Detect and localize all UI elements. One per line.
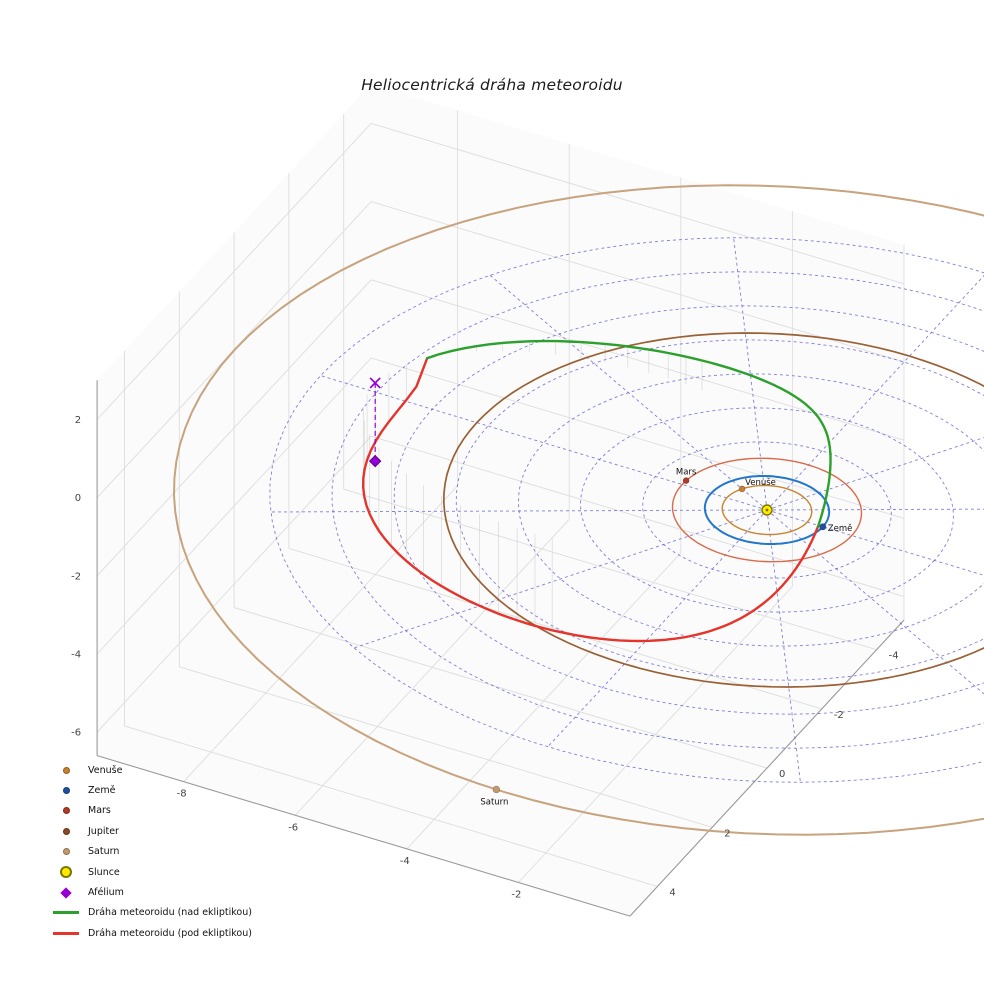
grid-wall-back-h xyxy=(370,435,905,598)
legend-item: Jupiter xyxy=(50,821,252,841)
x-tick-label: -4 xyxy=(400,856,410,867)
grid-wall-back-h xyxy=(370,122,905,285)
z-tick-label: 0 xyxy=(75,493,81,504)
legend-item: Venuše xyxy=(50,760,252,780)
grid-wall-left-h xyxy=(96,357,372,655)
ecliptic-grid-spoke xyxy=(353,509,768,649)
planet-dot-venuše xyxy=(738,485,746,493)
planet-orbits xyxy=(172,184,984,836)
planet-label-mars: Mars xyxy=(676,468,697,478)
orbit-mars xyxy=(671,457,863,563)
grid-floor-y xyxy=(233,607,768,769)
legend-item-label: Saturn xyxy=(88,846,120,858)
sun-marker xyxy=(761,504,773,516)
x-tick-label: -6 xyxy=(288,822,298,833)
tick-labels: -8 -6 -4 -2 -4 -2 0 2 4 2 0 -2 -4 -6 xyxy=(71,415,898,901)
aphelion-group xyxy=(368,377,382,468)
chart-title: Heliocentrická dráha meteoroidu xyxy=(361,76,623,94)
legend-item: Mars xyxy=(50,801,252,821)
legend: Venuše Země Mars Jupiter Saturn Slunce Afélium… xyxy=(50,760,252,944)
legend-marker-dot-icon xyxy=(50,827,82,835)
grid-wall-left-h xyxy=(96,435,372,733)
trajectory-below-ecliptic xyxy=(361,357,820,643)
legend-marker-dot-icon xyxy=(50,766,82,774)
planet-dot-mars xyxy=(682,477,690,484)
ecliptic-grid-circle xyxy=(455,339,984,681)
z-tick-label: -4 xyxy=(71,650,81,661)
orbit-země xyxy=(703,475,831,545)
planet-dot-země xyxy=(819,523,827,531)
legend-marker-dot-icon xyxy=(50,807,82,815)
orbit-venuše xyxy=(721,484,813,536)
x-tick-label: -2 xyxy=(511,890,521,901)
orbit-saturn xyxy=(172,184,984,836)
planet-label-země: Země xyxy=(828,524,853,534)
legend-item-label: Dráha meteoroidu (nad ekliptikou) xyxy=(88,907,252,919)
planet-label-venuše: Venuše xyxy=(745,477,776,488)
ecliptic-grid-spoke xyxy=(270,509,768,513)
legend-item: Země xyxy=(50,780,252,800)
ecliptic-grid-circle xyxy=(331,271,984,749)
ecliptic-grid-circle xyxy=(518,373,984,647)
z-tick-label: 2 xyxy=(75,415,81,426)
legend-item-label: Dráha meteoroidu (pod ekliptikou) xyxy=(88,927,252,939)
grid-wall-left-h xyxy=(96,123,372,420)
y-tick-label: 2 xyxy=(724,828,730,839)
y-tick-label: -4 xyxy=(889,651,899,662)
x-axis-line xyxy=(96,755,631,917)
y-tick-label: 4 xyxy=(669,888,675,899)
legend-item: Dráha meteoroidu (pod ekliptikou) xyxy=(50,923,252,943)
legend-item: Dráha meteoroidu (nad ekliptikou) xyxy=(50,903,252,923)
legend-item: Afélium xyxy=(50,882,252,902)
planet-label-saturn: Saturn xyxy=(480,798,508,808)
sun-icon xyxy=(765,508,769,512)
grid-floor-y xyxy=(288,547,822,710)
x-tick-label: -8 xyxy=(177,789,187,800)
axes-edges xyxy=(96,380,905,917)
legend-marker-dot-icon xyxy=(50,848,82,856)
legend-marker-diamond-icon xyxy=(50,886,82,899)
ecliptic-grid-circle xyxy=(269,237,984,783)
legend-item-label: Afélium xyxy=(88,887,124,899)
z-tick-label: -6 xyxy=(71,728,81,739)
legend-item-label: Mars xyxy=(88,805,111,817)
grid-wall-left-h xyxy=(96,279,372,577)
planet-dot-saturn xyxy=(492,785,501,794)
meteoroid-trajectory xyxy=(361,339,832,643)
y-axis-line xyxy=(629,619,905,917)
z-tick-label: -2 xyxy=(71,571,81,582)
aphelion-projection-x-icon xyxy=(369,377,381,389)
planet-markers: Venuše Země Mars Saturn xyxy=(480,468,853,808)
ecliptic-grid-spoke xyxy=(766,437,984,511)
aphelion-diamond-icon xyxy=(368,454,382,468)
y-tick-label: -2 xyxy=(834,710,844,721)
grid-floor-y xyxy=(124,725,658,887)
legend-marker-line-icon xyxy=(50,911,82,915)
legend-item-label: Jupiter xyxy=(88,825,119,837)
grid-wall-back-h xyxy=(370,201,905,363)
grid-floor-y xyxy=(179,666,713,828)
legend-item: Slunce xyxy=(50,862,252,882)
legend-marker-sun-icon xyxy=(50,866,82,879)
grid-floor-y xyxy=(343,488,877,651)
legend-marker-dot-icon xyxy=(50,787,82,795)
trajectory-above-ecliptic xyxy=(426,339,832,528)
ecliptic-polar-grid xyxy=(269,237,984,783)
legend-item-label: Venuše xyxy=(88,764,123,776)
legend-item-label: Slunce xyxy=(88,866,120,878)
legend-item-label: Země xyxy=(88,785,116,797)
ecliptic-grid-spoke xyxy=(489,274,768,511)
legend-item: Saturn xyxy=(50,842,252,862)
ecliptic-grid-spoke xyxy=(766,509,984,695)
legend-marker-line-icon xyxy=(50,931,82,935)
y-tick-label: 0 xyxy=(779,769,785,780)
ecliptic-grid-spoke xyxy=(733,237,768,511)
orbit-jupiter xyxy=(442,332,984,688)
ecliptic-grid-spoke xyxy=(766,509,801,783)
trajectory-droplines xyxy=(362,341,703,631)
